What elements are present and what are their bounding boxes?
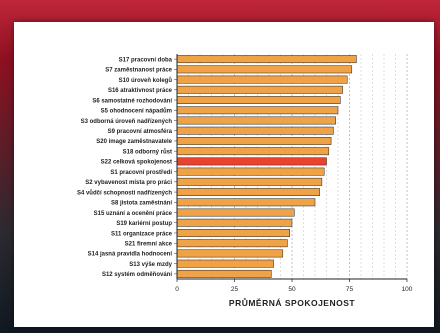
bar xyxy=(176,157,327,166)
category-label: S14 jasná pravidla hodnocení xyxy=(88,252,173,258)
category-label: S6 samostatné rozhodování xyxy=(92,98,172,104)
x-tick-label: 25 xyxy=(231,286,239,293)
category-label: S2 vybavenost místa pro práci xyxy=(85,180,172,186)
bar xyxy=(176,106,339,115)
x-tick-label: 75 xyxy=(346,286,354,293)
bar xyxy=(176,167,325,176)
bar xyxy=(176,249,284,258)
category-label: S17 pracovní doba xyxy=(119,57,173,63)
bar xyxy=(176,208,295,217)
category-label: S21 firemní akce xyxy=(125,242,173,248)
bar xyxy=(176,116,336,125)
category-label: S22 celková spokojenost xyxy=(101,160,172,166)
category-label: S11 organizace práce xyxy=(111,231,173,237)
chart-card: S17 pracovní doba S7 zaměstnanost práce S1… xyxy=(14,22,434,327)
category-label: S19 kariérní postup xyxy=(116,221,172,227)
satisfaction-bar-chart: S17 pracovní doba S7 zaměstnanost práce S1… xyxy=(77,54,413,308)
category-label: S12 systém odměňování xyxy=(102,272,172,278)
category-label: S13 výše mzdy xyxy=(129,262,172,268)
category-label: S3 odborná úroveň nadřízených xyxy=(81,119,173,125)
bar xyxy=(176,198,316,207)
bar xyxy=(176,177,323,186)
bar xyxy=(176,229,290,237)
category-label: S4 vůdčí schopnosti nadřízených xyxy=(77,189,172,196)
bar xyxy=(176,75,348,84)
bar xyxy=(176,55,357,64)
x-axis-title: PRŮMĚRNÁ SPOKOJENOST xyxy=(229,297,355,308)
category-label: S15 uznání a ocenění práce xyxy=(94,211,173,217)
bar xyxy=(176,85,343,94)
category-label: S10 úroveň kolegů xyxy=(119,77,173,84)
bar xyxy=(176,259,274,268)
category-label: S5 ohodnocení nápadům xyxy=(101,108,172,115)
category-label: S7 zaměstnanost práce xyxy=(105,68,172,74)
bar xyxy=(176,239,288,248)
category-label: S20 image zaměstnavatele xyxy=(96,139,172,145)
bar xyxy=(176,188,320,197)
bar xyxy=(176,126,334,135)
category-label: S1 pracovní prostředí xyxy=(110,170,172,176)
bar xyxy=(176,137,332,145)
category-label: S9 pracovní atmosféra xyxy=(108,129,173,135)
bar xyxy=(176,269,272,278)
bar xyxy=(176,65,353,74)
bar xyxy=(176,147,330,156)
category-label: S16 atraktivnost práce xyxy=(108,88,173,94)
category-label: S18 odborný růst xyxy=(123,148,172,155)
bar xyxy=(176,96,341,104)
x-tick-label: 50 xyxy=(288,286,296,293)
bar xyxy=(176,218,293,227)
x-tick-label: 0 xyxy=(175,286,179,293)
x-tick-label: 100 xyxy=(402,286,413,293)
category-label: S8 jistota zaměstnání xyxy=(111,201,172,207)
